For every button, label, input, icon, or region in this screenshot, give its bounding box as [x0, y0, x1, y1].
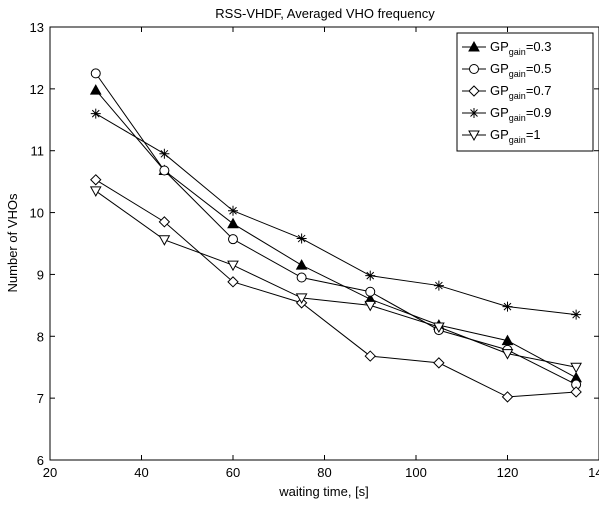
y-tick-label: 12	[30, 82, 44, 97]
data-point	[90, 108, 101, 119]
data-point	[365, 270, 376, 281]
data-point	[159, 165, 170, 176]
x-tick-label: 120	[497, 465, 519, 480]
x-tick-label: 80	[317, 465, 331, 480]
legend-label-value: =0.5	[526, 61, 552, 76]
x-axis-label: waiting time, [s]	[278, 484, 369, 499]
data-point	[228, 205, 238, 216]
data-point	[89, 84, 102, 95]
legend-label-name: GP	[490, 127, 509, 142]
data-point	[433, 357, 445, 369]
legend-item-3: GPgain=0.7	[462, 83, 551, 101]
data-point	[227, 276, 239, 288]
data-point	[158, 216, 171, 228]
data-point	[571, 309, 582, 320]
data-point	[501, 349, 514, 360]
data-point	[502, 301, 513, 312]
data-point	[570, 386, 582, 398]
data-point	[501, 391, 514, 403]
legend-item-1: GPgain=0.3	[462, 39, 551, 57]
data-point	[227, 217, 239, 229]
legend-marker	[468, 85, 480, 97]
series-3	[90, 174, 582, 403]
data-point	[158, 235, 171, 246]
legend-item-2: GPgain=0.5	[462, 61, 551, 79]
data-point	[89, 186, 102, 197]
legend-label: GPgain=0.3	[490, 39, 551, 57]
data-point	[364, 300, 377, 312]
data-point	[90, 174, 102, 186]
data-point	[433, 280, 444, 291]
legend-label-subscript: gain	[509, 91, 526, 101]
chart-title: RSS-VHDF, Averaged VHO frequency	[215, 6, 435, 21]
series-line	[95, 89, 577, 379]
data-point	[90, 68, 101, 79]
y-tick-label: 8	[37, 329, 44, 344]
x-tick-label: 100	[405, 465, 427, 480]
data-point	[227, 260, 239, 272]
legend-box	[456, 32, 594, 152]
legend-marker	[469, 108, 479, 118]
data-point	[501, 334, 514, 346]
y-tick-label: 11	[31, 144, 45, 159]
series-line	[95, 190, 577, 368]
y-tick-label: 6	[37, 453, 44, 468]
legend-label-subscript: gain	[509, 113, 526, 123]
legend: GPgain=0.3GPgain=0.5GPgain=0.7GPgain=0.9…	[456, 32, 594, 152]
data-point	[228, 234, 238, 245]
legend-label: GPgain=0.5	[490, 61, 551, 79]
data-point	[365, 286, 376, 297]
legend-item-4: GPgain=0.9	[462, 105, 551, 123]
legend-label: GPgain=1	[490, 127, 541, 145]
legend-label: GPgain=0.9	[490, 105, 551, 123]
legend-marker	[468, 130, 480, 142]
y-tick-label: 10	[30, 206, 44, 221]
legend-item-5: GPgain=1	[462, 127, 541, 145]
data-point	[296, 272, 307, 283]
legend-label-value: =0.7	[526, 83, 552, 98]
legend-label-subscript: gain	[509, 69, 526, 79]
data-point	[570, 362, 582, 374]
legend-label-value: =0.9	[526, 105, 552, 120]
series-line	[95, 179, 577, 398]
legend-label: GPgain=0.7	[490, 83, 551, 101]
series-layer	[89, 68, 582, 403]
x-tick-label: 140	[588, 465, 599, 480]
legend-label-subscript: gain	[509, 135, 526, 145]
legend-label-name: GP	[490, 83, 509, 98]
data-point	[433, 322, 445, 334]
legend-label-subscript: gain	[509, 47, 526, 57]
legend-marker	[468, 40, 480, 52]
y-tick-label: 7	[37, 391, 44, 406]
series-line	[95, 113, 577, 316]
y-tick-label: 13	[30, 20, 44, 35]
y-axis-label: Number of VHOs	[5, 193, 20, 292]
data-point	[296, 233, 307, 244]
x-tick-label: 60	[226, 465, 240, 480]
series-5	[89, 186, 582, 374]
x-tick-label: 40	[134, 465, 148, 480]
y-tick-label: 9	[37, 267, 44, 282]
data-point	[295, 259, 308, 270]
axes: 20 40 60 80 100 120 140 6 7 8 9 10 11 12 13	[30, 20, 599, 480]
legend-marker	[469, 64, 479, 74]
legend-label-name: GP	[490, 61, 509, 76]
data-point	[364, 350, 376, 362]
data-point	[295, 293, 308, 304]
legend-label-value: =0.3	[526, 39, 552, 54]
x-tick-label: 20	[43, 465, 57, 480]
legend-label-name: GP	[490, 39, 509, 54]
data-point	[159, 148, 170, 159]
series-4	[90, 108, 582, 320]
legend-label-value: =1	[526, 127, 541, 142]
series-line	[95, 73, 577, 385]
legend-label-name: GP	[490, 105, 509, 120]
